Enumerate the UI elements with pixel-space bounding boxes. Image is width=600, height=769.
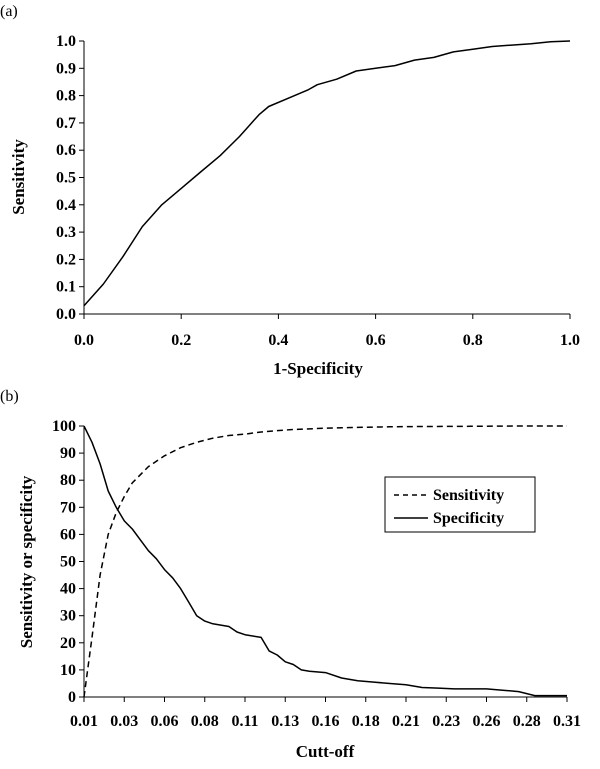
y-tick-label: 0.2 [56, 251, 76, 268]
x-tick-label: 0.03 [110, 713, 138, 730]
y-tick-label: 0 [68, 689, 76, 706]
specificity-series-line [83, 425, 567, 697]
x-tick-label: 0.06 [151, 713, 179, 730]
panel-b-legend: Sensitivity Specificity [384, 476, 536, 533]
panel-b-y-axis-title: Sensitivity or specificity [17, 475, 36, 648]
y-tick-label: 60 [60, 526, 76, 543]
y-tick-label: 40 [60, 581, 76, 598]
y-tick-label: 0.6 [56, 142, 76, 159]
roc-series-line [83, 40, 571, 307]
panel-a-plot-area: 0.0 0.1 0.2 0.3 0.4 0.5 0.6 0.7 0.8 0.9 1.0 0.0 0.2 0… [56, 33, 580, 349]
x-tick-label: 0.11 [231, 713, 258, 730]
x-tick-label: 0.28 [513, 713, 541, 730]
panel-b-x-axis-title: Cutt-off [296, 742, 355, 761]
y-tick-label: 0.1 [56, 279, 76, 296]
panel-a-x-axis-title: 1-Specificity [273, 359, 363, 378]
legend-specificity-label: Specificity [433, 510, 504, 527]
legend-box [384, 476, 536, 533]
panel-a-roc-chart: (a) 0.00.10.20.30.40.50.60.70.80.91.00.0… [0, 3, 580, 378]
x-tick-label: 0.26 [473, 713, 501, 730]
y-tick-label: 80 [60, 472, 76, 489]
x-tick-label: 0.8 [463, 332, 483, 349]
x-tick-label: 0.31 [553, 713, 581, 730]
x-tick-label: 0.18 [352, 713, 380, 730]
y-tick-label: 0.5 [56, 170, 76, 187]
y-tick-label: 0.4 [56, 197, 76, 214]
x-tick-label: 0.0 [74, 332, 94, 349]
y-tick-label: 90 [60, 445, 76, 462]
y-tick-label: 10 [60, 662, 76, 679]
x-tick-label: 0.08 [191, 713, 219, 730]
panel-b-cutoff-chart: (b) 0 10 20 30 40 50 60 70 80 90 100 0.01 0.03 0.06 0.… [0, 388, 581, 761]
y-tick-label: 0.7 [56, 115, 76, 132]
legend-sensitivity-label: Sensitivity [433, 487, 504, 504]
y-tick-label: 100 [52, 418, 76, 435]
x-tick-label: 0.01 [70, 713, 98, 730]
panel-b-plot-area: 0 10 20 30 40 50 60 70 80 90 100 0.01 0.03 0.06 0.08 0.… [52, 418, 581, 730]
x-tick-label: 0.13 [271, 713, 299, 730]
x-tick-label: 1.0 [560, 332, 580, 349]
y-tick-label: 0.0 [56, 306, 76, 323]
x-tick-label: 0.21 [392, 713, 420, 730]
x-tick-label: 0.16 [312, 713, 340, 730]
x-tick-label: 0.23 [432, 713, 460, 730]
x-tick-label: 0.6 [366, 332, 386, 349]
y-tick-label: 50 [60, 554, 76, 571]
panel-a-y-axis-title: Sensitivity [9, 139, 28, 215]
y-tick-label: 1.0 [56, 33, 76, 50]
y-tick-label: 30 [60, 608, 76, 625]
y-tick-label: 0.3 [56, 224, 76, 241]
x-tick-label: 0.2 [171, 332, 191, 349]
panel-b-label: (b) [0, 388, 19, 405]
y-tick-label: 0.9 [56, 60, 76, 77]
y-tick-label: 70 [60, 499, 76, 516]
y-tick-label: 20 [60, 635, 76, 652]
y-tick-label: 0.8 [56, 88, 76, 105]
panel-a-label: (a) [0, 3, 18, 20]
sensitivity-series-line [83, 425, 567, 698]
x-tick-label: 0.4 [268, 332, 288, 349]
